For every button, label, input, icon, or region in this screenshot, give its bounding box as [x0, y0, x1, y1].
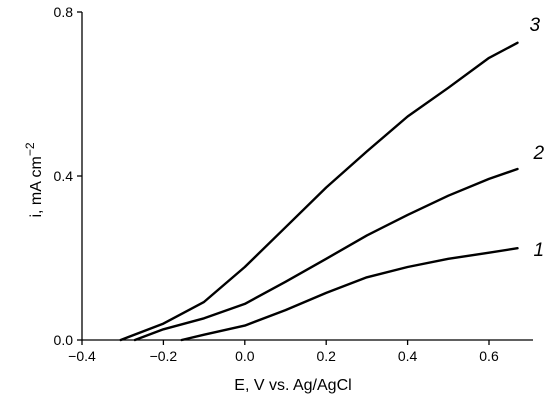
x-tick-label: 0.6	[479, 348, 499, 364]
x-axis-label: E, V vs. Ag/AgCl	[234, 377, 351, 394]
series-labels: 1 2 3	[529, 15, 544, 261]
series-line-1	[180, 246, 519, 342]
y-tick-label: 0.4	[54, 168, 74, 184]
x-tick-label: −0.2	[150, 348, 178, 364]
x-tick-label: 0.4	[398, 348, 418, 364]
y-tick-label: 0.0	[54, 332, 74, 348]
series-line-2	[133, 167, 519, 342]
y-axis-label: i, mA cm−2	[23, 142, 45, 217]
series-label-2: 2	[532, 143, 544, 164]
y-ticks: 0.0 0.4 0.8	[54, 4, 82, 348]
x-ticks: −0.4 −0.2 0.0 0.2 0.4 0.6	[68, 340, 499, 364]
x-tick-label: −0.4	[68, 348, 96, 364]
y-axis-label-main: i, mA cm	[28, 156, 45, 217]
x-tick-label: 0.0	[235, 348, 255, 364]
axes	[81, 12, 533, 341]
x-tick-label: 0.2	[316, 348, 336, 364]
series-line-3	[119, 41, 519, 342]
y-axis-label-exponent: −2	[23, 142, 37, 156]
y-tick-label: 0.8	[54, 4, 74, 20]
series-label-3: 3	[529, 15, 540, 36]
series-label-1: 1	[533, 240, 544, 261]
series-group	[119, 41, 519, 342]
